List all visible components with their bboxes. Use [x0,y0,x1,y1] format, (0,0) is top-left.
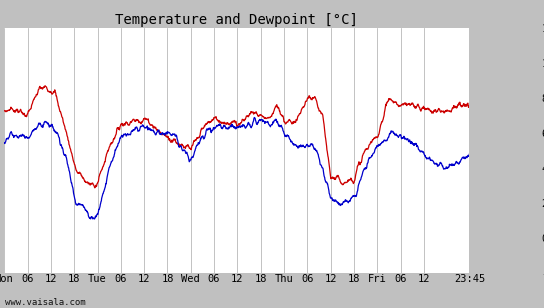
Text: www.vaisala.com: www.vaisala.com [5,298,86,307]
Title: Temperature and Dewpoint [°C]: Temperature and Dewpoint [°C] [115,13,358,26]
